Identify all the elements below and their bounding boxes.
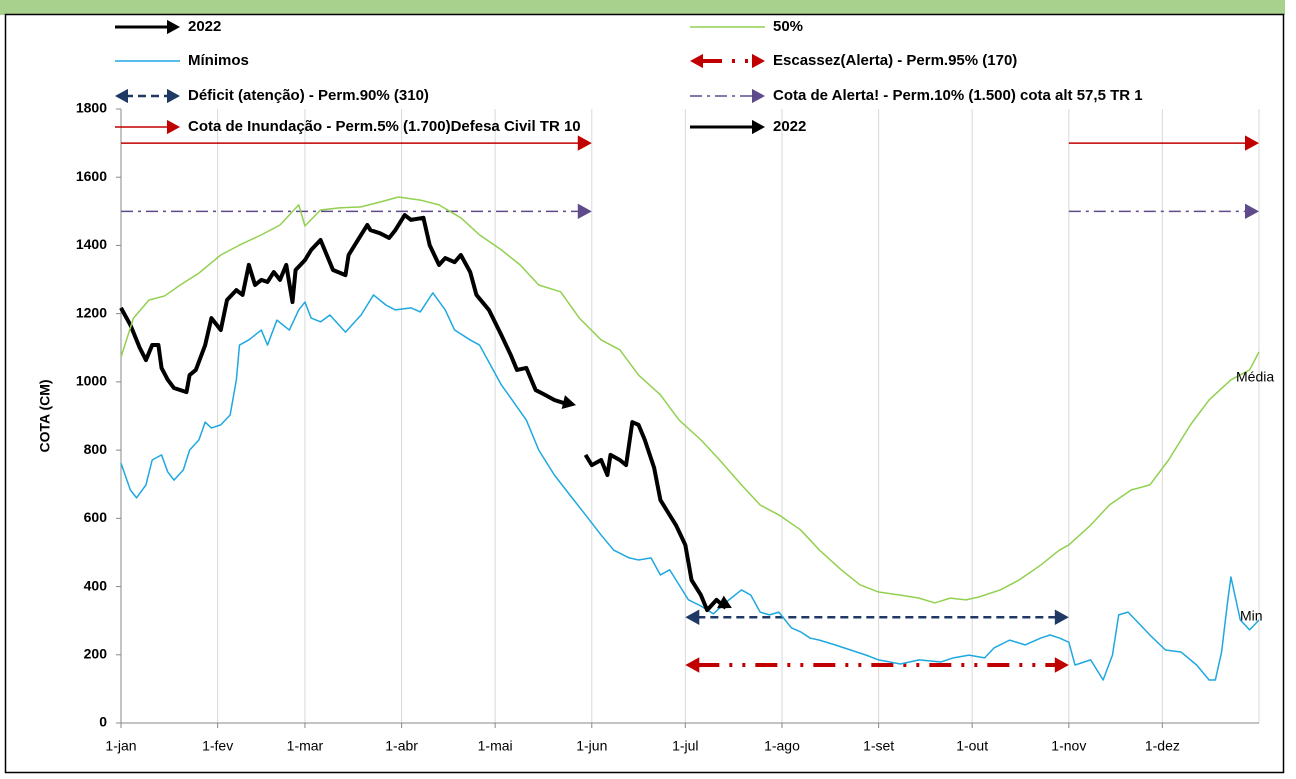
legend-label: Cota de Inundação - Perm.5% (1.700)Defes… <box>188 118 581 135</box>
y-tick-label: 1400 <box>76 236 107 252</box>
legend-label: 2022 <box>188 18 221 35</box>
legend-arrowhead <box>115 88 128 104</box>
series-line <box>120 292 1260 681</box>
legend-label: Mínimos <box>188 52 249 69</box>
y-tick-label: 0 <box>99 714 107 730</box>
y-tick-label: 400 <box>84 577 108 593</box>
legend-arrowhead <box>167 119 180 135</box>
legend-arrowhead <box>167 19 180 35</box>
series-line <box>583 420 728 613</box>
x-tick-label: 1-mar <box>287 738 324 754</box>
legend-label: 2022 <box>773 118 806 135</box>
legend-label: Déficit (atenção) - Perm.90% (310) <box>188 87 429 104</box>
y-tick-label: 1000 <box>76 373 107 389</box>
y-tick-label: 1800 <box>76 100 107 116</box>
x-tick-label: 1-jun <box>576 738 607 754</box>
series-line <box>119 213 571 407</box>
x-tick-label: 1-out <box>956 738 988 754</box>
x-tick-label: 1-ago <box>764 738 800 754</box>
legend-label: Escassez(Alerta) - Perm.95% (170) <box>773 52 1017 69</box>
y-axis-label: COTA (CM) <box>37 379 53 452</box>
legend-arrowhead <box>752 53 765 69</box>
legend-arrowhead <box>690 53 703 69</box>
y-tick-label: 800 <box>84 441 108 457</box>
annotation: Média <box>1236 369 1274 385</box>
top-band <box>0 0 1285 15</box>
x-tick-label: 1-jul <box>672 738 698 754</box>
y-tick-label: 1600 <box>76 168 107 184</box>
x-tick-label: 1-fev <box>202 738 233 754</box>
arrowhead <box>685 657 700 673</box>
legend-arrowhead <box>752 119 765 135</box>
legend-arrowhead <box>752 88 765 104</box>
x-tick-label: 1-mai <box>478 738 513 754</box>
arrowhead <box>561 395 576 410</box>
x-tick-label: 1-abr <box>385 738 418 754</box>
y-tick-label: 200 <box>84 645 108 661</box>
legend-label: 50% <box>773 18 803 35</box>
y-tick-label: 1200 <box>76 304 107 320</box>
x-tick-label: 1-set <box>863 738 894 754</box>
arrowhead <box>1245 135 1259 151</box>
arrowhead <box>1054 609 1069 625</box>
arrowhead <box>717 595 732 609</box>
legend-arrowhead <box>167 88 180 104</box>
x-tick-label: 1-nov <box>1051 738 1086 754</box>
arrowhead <box>1054 657 1069 673</box>
arrowhead <box>685 609 700 625</box>
series-line <box>120 196 1260 604</box>
x-tick-label: 1-jan <box>105 738 136 754</box>
annotation: Min <box>1240 608 1263 624</box>
arrowhead <box>577 203 592 220</box>
x-tick-label: 1-dez <box>1145 738 1180 754</box>
legend-label: Cota de Alerta! - Perm.10% (1.500) cota … <box>773 87 1143 104</box>
arrowhead <box>1245 203 1259 220</box>
arrowhead <box>577 135 592 151</box>
y-tick-label: 600 <box>84 509 108 525</box>
